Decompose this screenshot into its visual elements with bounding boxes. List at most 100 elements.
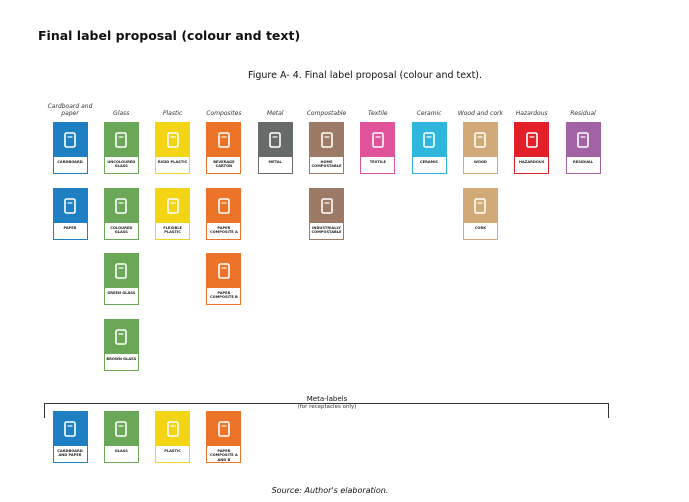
label-text: UNCOLOURED GLASS xyxy=(107,160,136,169)
label-text: METAL xyxy=(268,160,282,164)
icon xyxy=(115,132,128,148)
waste-label: RESIDUAL xyxy=(565,122,601,174)
waste-label: CORK xyxy=(462,188,498,240)
icon xyxy=(577,132,589,148)
label-text: COLOURED GLASS xyxy=(110,226,133,235)
label-text: PAPER xyxy=(63,226,77,230)
waste-label: GLASS xyxy=(103,411,139,463)
waste-label: INDUSTRIALLY COMPOSTABLE xyxy=(309,188,344,240)
label-icon xyxy=(412,123,446,157)
icon xyxy=(64,198,76,214)
label-icon xyxy=(515,123,549,157)
waste-label: HOME COMPOSTABLE xyxy=(309,122,344,174)
label-icon xyxy=(207,254,241,288)
icon xyxy=(218,132,230,148)
label-text: WOOD xyxy=(473,160,487,164)
waste-label: PAPER xyxy=(52,188,88,240)
icon xyxy=(371,132,384,148)
waste-label: COLOURED GLASS xyxy=(103,188,139,240)
label-text: CERAMIC xyxy=(419,160,439,164)
icon xyxy=(320,198,333,214)
icon xyxy=(166,132,179,148)
label-icon xyxy=(156,412,190,446)
label-text: GREEN GLASS xyxy=(107,291,136,295)
waste-label: PAPER COMPOSITE A xyxy=(206,188,242,240)
meta-title: Meta-labels xyxy=(277,395,377,403)
icon xyxy=(115,421,128,437)
icon xyxy=(64,421,76,437)
label-icon xyxy=(207,123,241,157)
column-header: Metal xyxy=(266,110,284,117)
label-icon xyxy=(104,254,138,288)
column-header: Textile xyxy=(368,110,388,117)
label-icon xyxy=(463,123,497,157)
label-text: RESIDUAL xyxy=(572,160,593,164)
icon xyxy=(166,421,179,437)
waste-label: PAPER COMPOSITE B xyxy=(206,253,242,305)
waste-label: BROWN GLASS xyxy=(103,319,139,371)
label-text: PAPER COMPOSITE A AND B xyxy=(209,449,238,462)
label-text: HOME COMPOSTABLE xyxy=(311,160,342,169)
label-icon xyxy=(207,189,241,223)
label-icon xyxy=(156,123,190,157)
icon xyxy=(218,198,230,214)
icon xyxy=(423,132,435,148)
label-icon xyxy=(310,123,343,157)
label-text: PAPER COMPOSITE B xyxy=(210,291,238,300)
waste-label: UNCOLOURED GLASS xyxy=(103,122,139,174)
column-header: Compostable xyxy=(306,110,347,117)
label-icon xyxy=(104,189,138,223)
icon xyxy=(115,198,128,214)
label-text: CORK xyxy=(474,226,487,230)
icon xyxy=(474,132,487,148)
label-text: GLASS xyxy=(114,449,128,453)
label-text: FLEXIBLE PLASTIC xyxy=(163,226,182,235)
label-text: CARDBOARD xyxy=(57,160,83,164)
column-header: Residual xyxy=(570,110,596,117)
icon xyxy=(218,263,230,279)
label-icon xyxy=(156,189,190,223)
label-icon xyxy=(463,189,497,223)
label-text: RIGID PLASTIC xyxy=(157,160,188,164)
column-header: Glass xyxy=(113,110,130,117)
label-icon xyxy=(53,189,87,223)
icon xyxy=(269,132,281,148)
label-text: CARDBOARD AND PAPER xyxy=(57,449,83,458)
label-icon xyxy=(361,123,395,157)
waste-label: RIGID PLASTIC xyxy=(155,122,191,174)
label-text: HAZARDOUS xyxy=(518,160,545,164)
icon xyxy=(115,263,128,279)
title: Final label proposal (colour and text) xyxy=(38,28,301,43)
label-icon xyxy=(104,412,138,446)
label-text: TEXTILE xyxy=(369,160,386,164)
label-text: BEVERAGE CARTON xyxy=(213,160,235,169)
waste-label: PAPER COMPOSITE A AND B xyxy=(206,411,242,463)
waste-label: BEVERAGE CARTON xyxy=(206,122,242,174)
column-header: Plastic xyxy=(162,110,183,117)
waste-label: PLASTIC xyxy=(155,411,191,463)
meta-bracket xyxy=(44,403,609,418)
waste-label: HAZARDOUS xyxy=(514,122,550,174)
icon xyxy=(218,421,230,437)
label-icon xyxy=(53,412,87,446)
column-header: Cardboard and paper xyxy=(47,103,93,117)
label-icon xyxy=(566,123,600,157)
label-icon xyxy=(104,320,138,354)
waste-label: GREEN GLASS xyxy=(103,253,139,305)
waste-label: METAL xyxy=(257,122,293,174)
label-text: PAPER COMPOSITE A xyxy=(209,226,238,235)
icon xyxy=(64,132,76,148)
icon xyxy=(166,198,179,214)
waste-label: FLEXIBLE PLASTIC xyxy=(155,188,191,240)
label-icon xyxy=(310,189,343,223)
waste-label: WOOD xyxy=(462,122,498,174)
icon xyxy=(115,329,128,345)
column-header: Wood and cork xyxy=(457,110,503,117)
icon xyxy=(474,198,487,214)
meta-subtitle: (for receptacles only) xyxy=(297,404,357,410)
figure-caption: Figure A- 4. Final label proposal (colou… xyxy=(247,70,483,81)
label-icon xyxy=(104,123,138,157)
label-text: INDUSTRIALLY COMPOSTABLE xyxy=(311,226,342,235)
waste-label: CERAMIC xyxy=(411,122,447,174)
